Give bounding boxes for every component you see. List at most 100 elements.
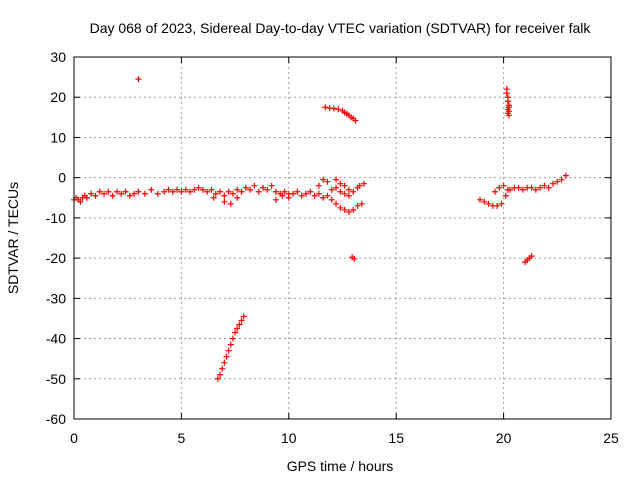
data-point: [285, 194, 292, 201]
data-point: [345, 186, 352, 193]
data-point: [345, 208, 352, 215]
data-point: [333, 176, 340, 183]
data-point: [217, 371, 224, 378]
y-tick-label: -40: [46, 331, 66, 347]
data-point: [227, 200, 234, 207]
data-point: [272, 196, 279, 203]
data-markers: [71, 76, 569, 382]
data-point: [341, 190, 348, 197]
data-series: [214, 313, 247, 382]
data-point: [320, 176, 327, 183]
data-point: [333, 200, 340, 207]
data-point: [236, 321, 243, 328]
data-point: [234, 194, 241, 201]
data-point: [161, 188, 168, 195]
data-point: [83, 194, 90, 201]
data-point: [227, 341, 234, 348]
data-point: [311, 192, 318, 199]
data-point: [240, 313, 247, 320]
y-axis-label: SDTVAR / TECUs: [5, 182, 21, 294]
data-point: [515, 184, 522, 191]
data-point: [541, 182, 548, 189]
data-point: [212, 190, 219, 197]
data-point: [210, 194, 217, 201]
data-point: [135, 76, 142, 83]
data-point: [537, 184, 544, 191]
x-tick-label: 20: [496, 430, 512, 446]
data-point: [126, 192, 133, 199]
y-tick-label: 20: [50, 89, 66, 105]
data-point: [492, 188, 499, 195]
data-point: [502, 192, 509, 199]
data-point: [341, 182, 348, 189]
data-point: [225, 347, 232, 354]
data-point: [238, 317, 245, 324]
data-point: [504, 186, 511, 193]
data-point: [351, 255, 358, 262]
data-point: [272, 188, 279, 195]
data-series: [503, 86, 512, 119]
data-point: [131, 190, 138, 197]
data-point: [504, 98, 511, 105]
data-point: [558, 176, 565, 183]
data-point: [532, 186, 539, 193]
data-point: [350, 206, 357, 213]
data-point: [505, 112, 512, 119]
data-series: [290, 176, 367, 215]
data-point: [328, 196, 335, 203]
data-point: [219, 365, 226, 372]
data-point: [165, 186, 172, 193]
data-point: [182, 186, 189, 193]
x-tick-label: 10: [281, 430, 297, 446]
data-series: [476, 172, 569, 209]
data-point: [279, 192, 286, 199]
y-tick-label: -30: [46, 290, 66, 306]
data-point: [229, 190, 236, 197]
data-point: [333, 184, 340, 191]
data-point: [356, 182, 363, 189]
data-point: [148, 186, 155, 193]
data-point: [350, 188, 357, 195]
data-point: [232, 329, 239, 336]
y-tick-label: 30: [50, 49, 66, 65]
data-point: [302, 190, 309, 197]
y-tick-label: -60: [46, 411, 66, 427]
data-point: [335, 106, 342, 113]
data-point: [221, 192, 228, 199]
data-point: [322, 104, 329, 111]
data-point: [225, 188, 232, 195]
data-point: [341, 206, 348, 213]
data-point: [238, 188, 245, 195]
data-point: [268, 182, 275, 189]
data-point: [77, 198, 84, 205]
data-point: [122, 188, 129, 195]
data-point: [545, 184, 552, 191]
data-point: [519, 186, 526, 193]
data-point: [88, 190, 95, 197]
data-point: [337, 204, 344, 211]
data-point: [315, 190, 322, 197]
data-point: [337, 180, 344, 187]
data-point: [324, 192, 331, 199]
data-point: [195, 184, 202, 191]
data-point: [324, 178, 331, 185]
data-point: [169, 188, 176, 195]
data-point: [113, 188, 120, 195]
y-tick-label: -50: [46, 371, 66, 387]
plot-frame: [73, 56, 612, 420]
x-tick-label: 15: [388, 430, 404, 446]
data-point: [528, 253, 535, 260]
data-point: [92, 192, 99, 199]
data-point: [307, 188, 314, 195]
data-point: [96, 188, 103, 195]
data-point: [345, 192, 352, 199]
data-point: [562, 172, 569, 179]
data-point: [154, 190, 161, 197]
data-point: [242, 184, 249, 191]
data-point: [234, 186, 241, 193]
data-point: [251, 182, 258, 189]
data-point: [360, 180, 367, 187]
y-tick-label: -10: [46, 210, 66, 226]
